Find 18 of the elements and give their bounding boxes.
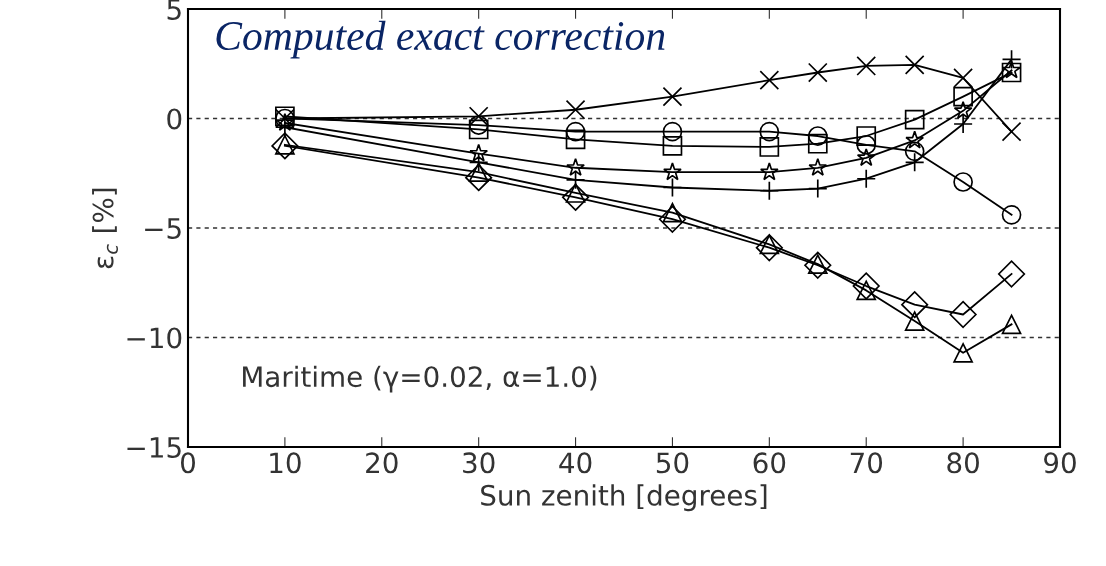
y-tick-label: 5 (167, 0, 181, 20)
x-tick-label: 10 (270, 452, 301, 474)
y-tick-label: 0 (167, 108, 182, 130)
annotation: Computed exact correction (216, 20, 665, 59)
x-tick-label: 30 (463, 452, 495, 474)
x-tick-label: 70 (850, 452, 883, 474)
x-tick-label: 80 (947, 452, 979, 474)
y-axis-title: ε$_{c}$ [%] (92, 188, 119, 269)
x-tick-label: 40 (559, 452, 592, 474)
x-tick-label: 90 (1044, 452, 1076, 474)
x-tick-label: 60 (753, 452, 786, 474)
annotation: Maritime (γ=0.02, α=1.0) (243, 365, 597, 393)
y-tick-label: −10 (127, 327, 182, 349)
x-axis-title: Sun zenith [degrees] (481, 484, 767, 512)
x-tick-label: 50 (656, 452, 689, 474)
x-tick-label: 20 (366, 452, 398, 474)
y-tick-label: −5 (145, 218, 181, 239)
y-tick-label: −15 (127, 437, 181, 458)
